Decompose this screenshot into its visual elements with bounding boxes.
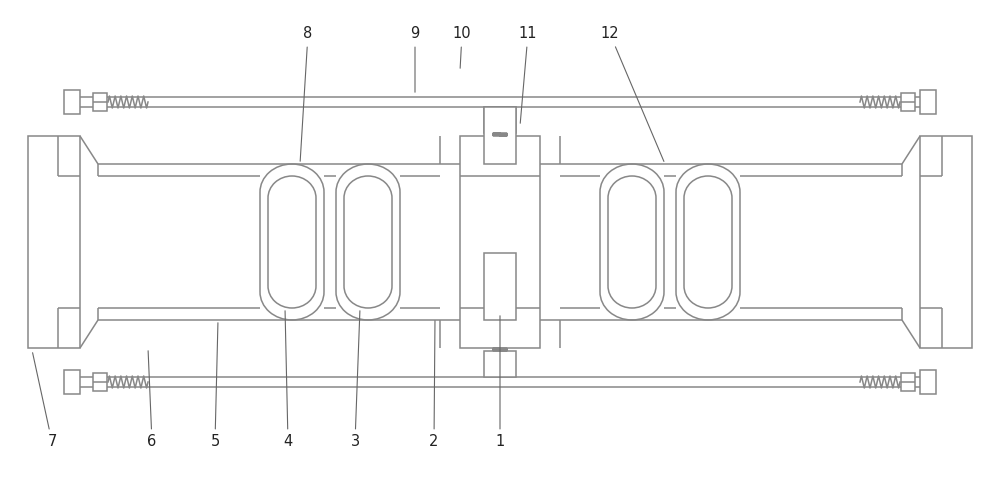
Bar [484,107,516,164]
Text: 5: 5 [210,323,220,450]
Text: 8: 8 [300,27,313,161]
Text: 1: 1 [495,316,505,450]
Bar [460,136,540,348]
Bar [64,90,80,114]
Bar [484,107,516,133]
Text: 2: 2 [429,321,439,450]
Text: 6: 6 [147,351,157,450]
Bar [901,93,915,111]
Text: 7: 7 [33,353,57,450]
Bar [920,136,972,348]
Text: 12: 12 [601,27,664,162]
Text: 10: 10 [453,27,471,68]
Text: 9: 9 [410,27,420,92]
Text: 4: 4 [283,311,293,450]
Bar [920,370,936,394]
Bar [93,93,107,111]
Bar [920,90,936,114]
Bar [484,253,516,320]
Text: 3: 3 [350,311,360,450]
Bar [64,370,80,394]
Text: 11: 11 [519,27,537,123]
Bar [484,351,516,377]
Bar [93,373,107,391]
Bar [28,136,80,348]
Bar [901,373,915,391]
